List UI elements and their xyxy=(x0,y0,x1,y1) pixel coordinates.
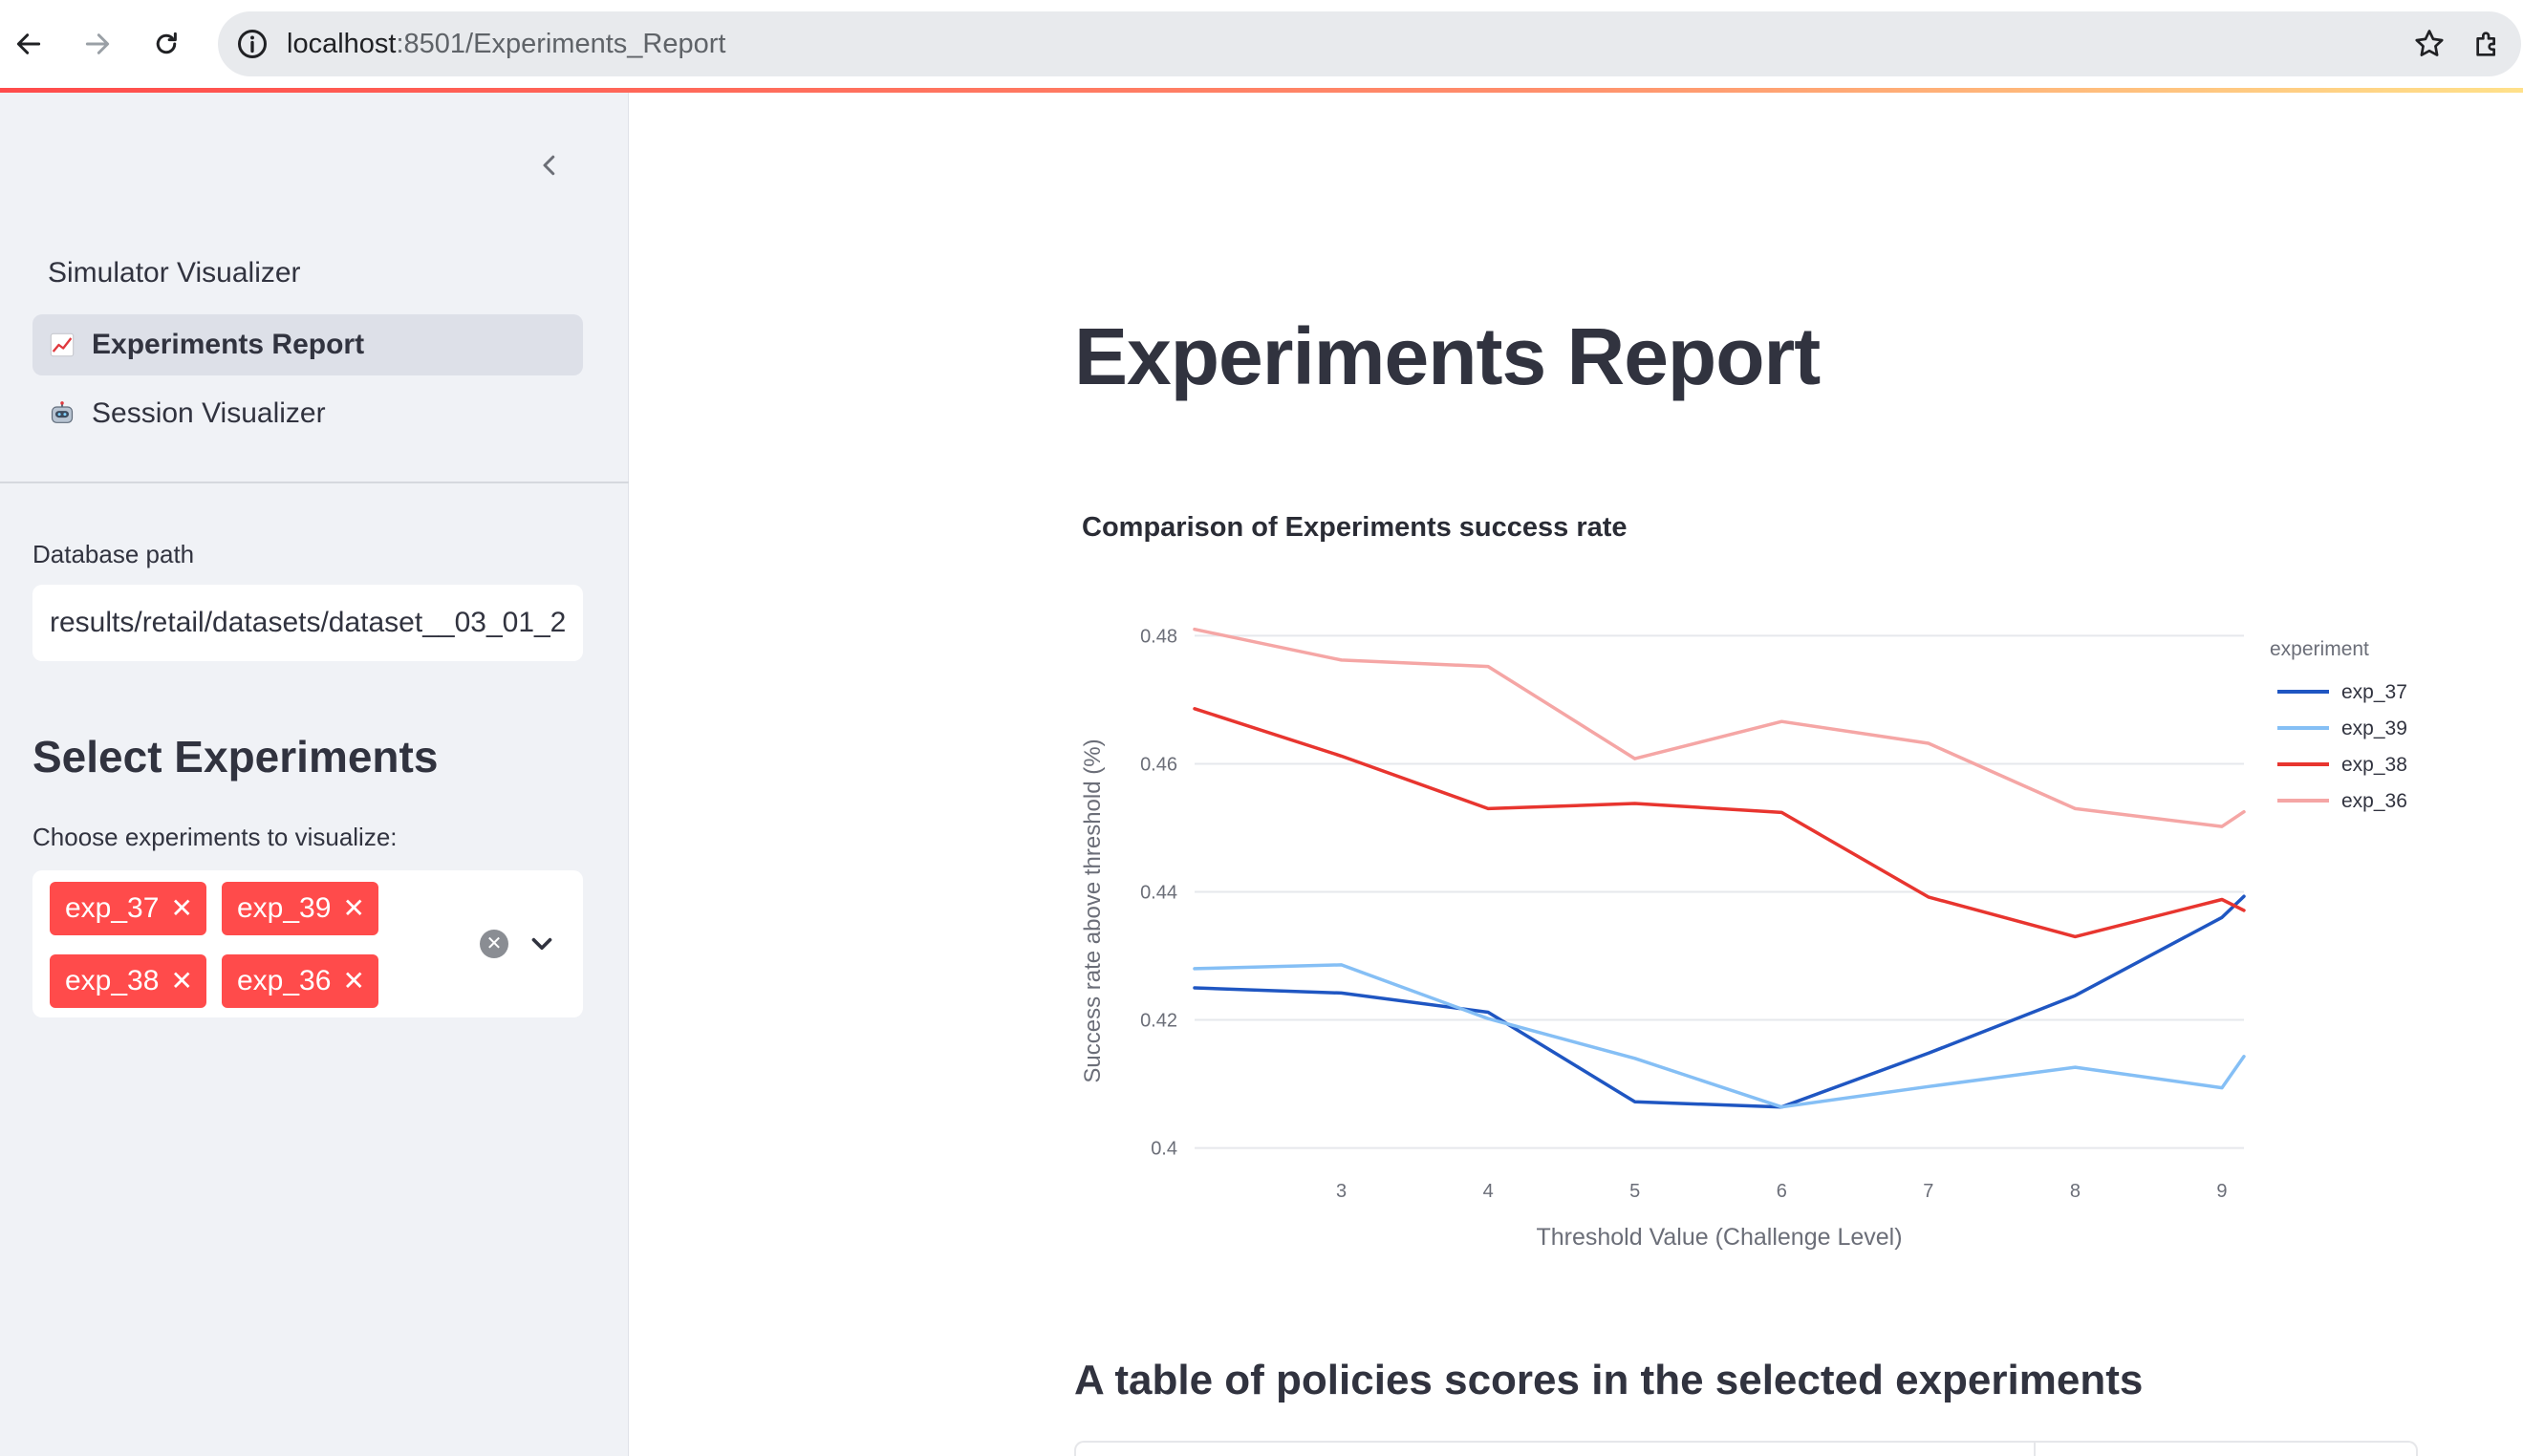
extensions-button[interactable] xyxy=(2466,21,2512,67)
tag-exp-37[interactable]: exp_37 ✕ xyxy=(50,882,206,935)
page-title: Experiments Report xyxy=(1074,311,1821,401)
nav-item-session-visualizer[interactable]: Session Visualizer xyxy=(32,383,583,444)
chevron-down-icon[interactable] xyxy=(526,928,558,960)
choose-experiments-label: Choose experiments to visualize: xyxy=(32,823,398,851)
chart-title: Comparison of Experiments success rate xyxy=(1082,512,1628,543)
legend-entry: exp_36 xyxy=(2341,790,2407,812)
arrow-left-icon xyxy=(16,33,41,54)
x-tick-label: 3 xyxy=(1336,1181,1347,1202)
tag-label: exp_37 xyxy=(65,892,160,924)
tag-exp-38[interactable]: exp_38 ✕ xyxy=(50,954,206,1008)
legend-entry: exp_37 xyxy=(2341,681,2407,703)
table-section-heading: A table of policies scores in the select… xyxy=(1074,1357,2144,1403)
y-tick-label: 0.48 xyxy=(1140,626,1177,647)
sidebar: Simulator Visualizer Experiments Report … xyxy=(0,93,629,1456)
tag-label: exp_36 xyxy=(237,965,332,996)
tag-exp-36[interactable]: exp_36 ✕ xyxy=(222,954,378,1008)
select-experiments-heading: Select Experiments xyxy=(32,732,439,782)
sidebar-divider xyxy=(0,482,629,483)
bookmark-star-icon[interactable] xyxy=(2412,27,2447,61)
db-path-input[interactable]: results/retail/datasets/dataset__03_01_2 xyxy=(32,585,583,661)
x-tick-label: 7 xyxy=(1923,1181,1933,1202)
y-tick-label: 0.46 xyxy=(1140,754,1177,775)
collapse-sidebar-button[interactable] xyxy=(530,146,569,184)
x-tick-label: 4 xyxy=(1483,1181,1494,1202)
table-column-divider xyxy=(2034,1443,2036,1456)
site-info-icon[interactable] xyxy=(235,27,270,61)
robot-icon xyxy=(48,400,76,427)
url-text[interactable]: localhost:8501/Experiments_Report xyxy=(287,11,725,76)
browser-toolbar: localhost:8501/Experiments_Report xyxy=(0,0,2523,89)
x-tick-label: 5 xyxy=(1629,1181,1640,1202)
remove-tag-icon[interactable]: ✕ xyxy=(170,966,193,996)
nav-item-label: Experiments Report xyxy=(92,329,365,360)
remove-tag-icon[interactable]: ✕ xyxy=(170,893,193,923)
x-axis-label: Threshold Value (Challenge Level) xyxy=(1536,1224,1902,1251)
success-rate-line-chart: 0.4 0.42 0.44 0.46 0.48 3 4 5 6 7 8 9 Threshold Valu… xyxy=(1080,626,2407,1251)
series-line-exp_39 xyxy=(1193,963,2246,1109)
nav-item-experiments-report[interactable]: Experiments Report xyxy=(32,314,583,375)
x-tick-label: 6 xyxy=(1777,1181,1787,1202)
series-line-exp_38 xyxy=(1193,707,2246,939)
x-tick-label: 9 xyxy=(2216,1181,2227,1202)
remove-tag-icon[interactable]: ✕ xyxy=(342,966,365,996)
y-axis-label: Success rate above threshold (%) xyxy=(1080,739,1106,1082)
legend-entry: exp_38 xyxy=(2341,754,2407,776)
url-host: localhost xyxy=(287,29,397,59)
legend-title: experiment xyxy=(2270,638,2369,660)
tag-label: exp_38 xyxy=(65,965,160,996)
url-path: :8501/Experiments_Report xyxy=(396,29,726,59)
y-tick-label: 0.42 xyxy=(1140,1011,1177,1032)
chart-increasing-icon xyxy=(48,332,76,358)
reload-button[interactable] xyxy=(143,21,189,67)
clear-all-icon[interactable]: ✕ xyxy=(480,930,508,958)
address-bar[interactable]: localhost:8501/Experiments_Report xyxy=(218,11,2521,76)
forward-button[interactable] xyxy=(75,21,120,67)
experiments-multiselect[interactable]: exp_37 ✕ exp_39 ✕ exp_38 ✕ exp_36 ✕ ✕ xyxy=(32,870,583,1017)
app-decoration-bar xyxy=(0,88,2523,93)
y-tick-label: 0.4 xyxy=(1151,1139,1177,1160)
series-line-exp_36 xyxy=(1193,627,2246,828)
db-path-value: results/retail/datasets/dataset__03_01_2 xyxy=(50,607,567,638)
chevron-left-icon xyxy=(543,155,555,176)
tag-exp-39[interactable]: exp_39 ✕ xyxy=(222,882,378,935)
reload-icon xyxy=(156,32,177,54)
tag-label: exp_39 xyxy=(237,892,332,924)
x-tick-label: 8 xyxy=(2070,1181,2081,1202)
puzzle-icon xyxy=(2476,32,2496,56)
remove-tag-icon[interactable]: ✕ xyxy=(342,893,365,923)
db-path-label: Database path xyxy=(32,540,195,568)
y-tick-label: 0.44 xyxy=(1140,883,1177,904)
arrow-right-icon xyxy=(85,33,110,54)
nav-header: Simulator Visualizer xyxy=(48,257,301,289)
series-line-exp_37 xyxy=(1193,894,2246,1109)
nav-item-label: Session Visualizer xyxy=(92,397,326,429)
policies-scores-table xyxy=(1074,1441,2418,1456)
back-button[interactable] xyxy=(6,21,52,67)
legend-entry: exp_39 xyxy=(2341,717,2407,739)
